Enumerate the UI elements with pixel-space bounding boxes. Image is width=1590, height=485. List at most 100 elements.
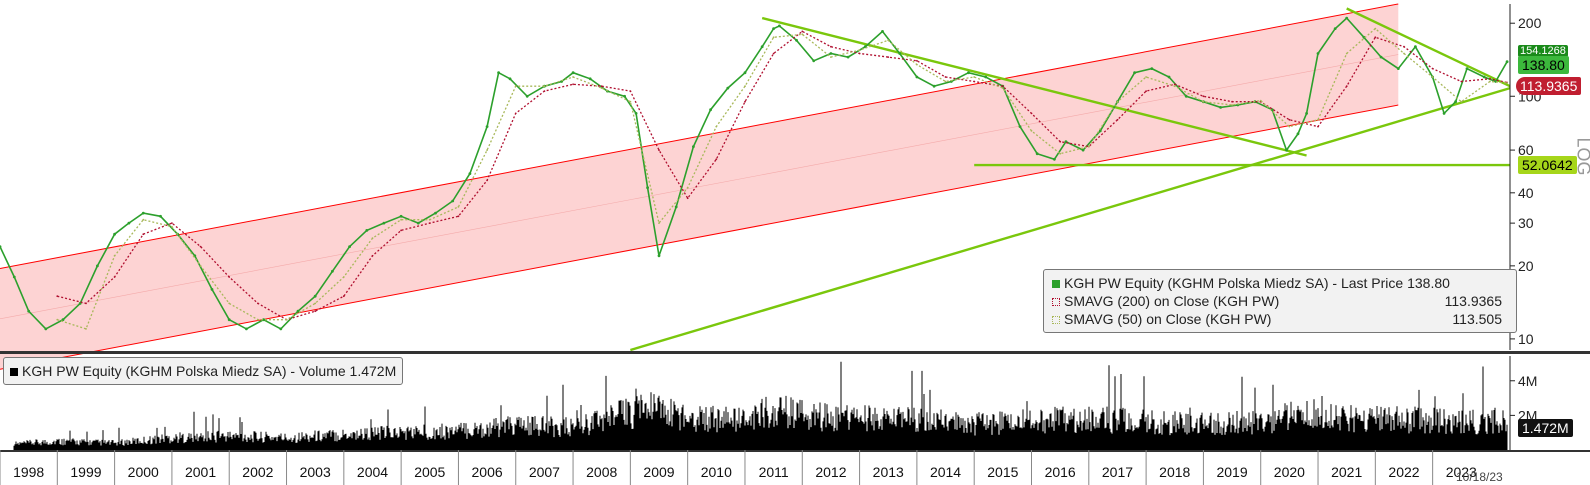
- series-1-point: [1145, 90, 1147, 92]
- series-0-point: [1505, 60, 1509, 64]
- series-2-point: [801, 33, 804, 36]
- series-2-point: [772, 36, 775, 39]
- x-tick-label: 2020: [1274, 464, 1305, 480]
- series-1-point: [486, 179, 488, 182]
- series-0-point: [497, 71, 500, 75]
- channel-upper: [0, 3, 1399, 270]
- series-2-point: [1403, 52, 1405, 55]
- series-0-point: [451, 199, 455, 203]
- series-2-point: [400, 218, 402, 221]
- price-swatch: [1052, 280, 1060, 289]
- series-0-point: [348, 245, 351, 249]
- series-1-point: [973, 80, 976, 83]
- series-0-point: [1167, 75, 1171, 79]
- volume-y-tick-label: 4M: [1518, 373, 1537, 389]
- x-tick-label: 2005: [414, 464, 445, 480]
- series-2-point: [1506, 82, 1508, 84]
- series-1-point: [1431, 67, 1434, 70]
- y-tick-label: 60: [1518, 142, 1534, 158]
- series-2-point: [514, 85, 517, 88]
- tag-hi: 154.1268: [1518, 45, 1568, 57]
- series-1-point: [1460, 80, 1463, 83]
- series-0-point: [113, 232, 116, 236]
- series-1-point: [572, 83, 574, 86]
- series-1-point: [314, 310, 317, 313]
- series-2-point: [686, 186, 689, 189]
- series-0-point: [898, 52, 902, 55]
- x-tick-label: 2021: [1331, 464, 1362, 480]
- series-0-point: [1296, 132, 1300, 136]
- series-1-point: [113, 276, 116, 278]
- x-tick-label: 1998: [13, 464, 44, 480]
- series-0-point: [210, 288, 214, 291]
- series-0-point: [1362, 35, 1366, 39]
- trendline-descending: [761, 16, 1307, 157]
- series-0-point: [571, 71, 575, 75]
- series-2-point: [1173, 85, 1176, 88]
- series-2-point: [285, 318, 288, 321]
- series-1-point: [858, 52, 861, 55]
- x-tick-label: 2015: [987, 464, 1018, 480]
- series-2-point: [1317, 118, 1319, 121]
- series-0-point: [634, 112, 638, 115]
- trendlines: [630, 7, 1511, 352]
- series-0-point: [525, 94, 529, 98]
- series-2-point: [257, 318, 259, 321]
- series-0-point: [1465, 67, 1469, 70]
- series-0-point: [692, 145, 695, 149]
- series-1-point: [944, 76, 947, 78]
- series-1-point: [514, 112, 517, 115]
- series-1-point: [1288, 118, 1291, 121]
- series-2-point: [342, 276, 345, 278]
- series-1-point: [1202, 95, 1205, 98]
- series-2-point: [1202, 100, 1205, 103]
- price-series: [0, 16, 1509, 331]
- series-2-point: [887, 39, 890, 42]
- series-0-point: [61, 318, 65, 322]
- series-0-point: [127, 221, 131, 225]
- series-1-point: [1403, 45, 1405, 48]
- series-1-point: [342, 295, 345, 298]
- volume-swatch: [10, 368, 18, 377]
- series-2-point: [1431, 76, 1434, 78]
- series-2-point: [1259, 99, 1262, 102]
- series-2-point: [371, 237, 374, 240]
- legend-volume-label: KGH PW Equity (KGHM Polska Miedz SA) - V…: [22, 363, 397, 379]
- channel-mid: [0, 54, 1399, 320]
- series-1-point: [887, 56, 890, 58]
- series-1-point: [543, 90, 546, 92]
- series-0-point: [1270, 108, 1274, 112]
- series-1-point: [830, 45, 832, 48]
- series-0-point: [743, 71, 747, 75]
- series-0-point: [1133, 71, 1136, 75]
- series-0-point: [1184, 94, 1188, 98]
- series-0-point: [1345, 16, 1349, 20]
- tag-sma200: 113.9365: [1516, 77, 1582, 95]
- series-2-point: [85, 328, 87, 330]
- series-0-point: [27, 309, 31, 313]
- series-1-point: [1059, 140, 1062, 143]
- sma50-swatch: [1052, 316, 1060, 325]
- x-tick-label: 2007: [529, 464, 560, 480]
- series-0-point: [365, 229, 369, 232]
- pane-separator: [0, 351, 1590, 354]
- series-0-point: [795, 38, 798, 42]
- series-2-point: [744, 85, 746, 88]
- series-0-point: [1035, 152, 1039, 156]
- series-2-point: [486, 149, 488, 152]
- series-1-point: [715, 158, 718, 161]
- series-2-point: [1460, 100, 1463, 103]
- x-axis-line: [0, 450, 1590, 452]
- series-0-point: [44, 327, 48, 331]
- series-2-point: [629, 100, 632, 103]
- series-0-point: [881, 30, 884, 33]
- x-tick-label: 2008: [586, 464, 617, 480]
- series-0-point: [468, 172, 472, 176]
- series-1-point: [400, 229, 402, 232]
- legend-item-sma50: SMAVG (50) on Close (KGH PW) 113.505: [1050, 310, 1510, 328]
- series-0-point: [932, 84, 936, 88]
- tag-support: 52.0642: [1518, 156, 1577, 174]
- axis-side-label: LOG: [1573, 137, 1590, 176]
- series-1-point: [142, 233, 145, 236]
